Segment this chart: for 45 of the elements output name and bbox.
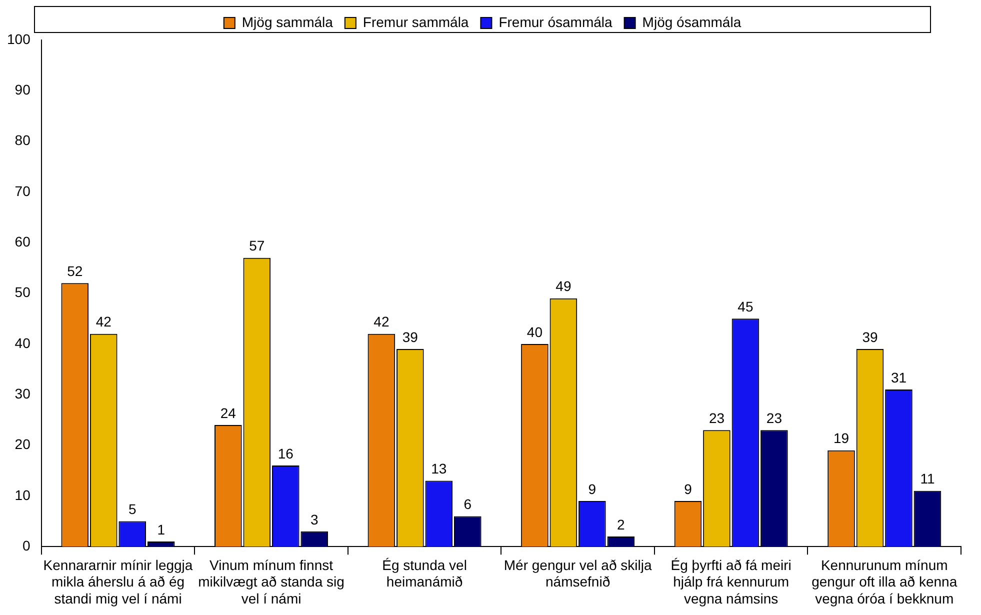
data-label: 40 <box>526 324 543 340</box>
data-label: 39 <box>862 328 878 345</box>
y-tick-label: 80 <box>14 132 31 148</box>
legend-label: Mjög sammála <box>242 14 334 30</box>
y-tick-label: 60 <box>14 234 31 250</box>
data-label: 16 <box>278 445 294 462</box>
y-tick-label: 20 <box>14 436 31 452</box>
y-tick-label: 70 <box>14 182 31 199</box>
legend-label: Fremur sammála <box>362 14 469 30</box>
data-label: 39 <box>402 328 418 345</box>
x-tick-label: Kennurunum mínum gengur oft illa að kenna vegna óróa í bekknum <box>812 556 958 606</box>
data-label: 11 <box>920 470 935 487</box>
data-label: 3 <box>310 511 318 528</box>
data-label: 57 <box>249 238 265 254</box>
y-tick-label: 0 <box>22 537 31 554</box>
data-label: 19 <box>833 430 850 446</box>
data-label: 9 <box>684 480 692 497</box>
data-label: 52 <box>67 263 83 280</box>
y-tick-label: 90 <box>14 82 31 98</box>
data-label: 42 <box>96 314 112 330</box>
y-tick-label: 40 <box>14 334 31 351</box>
data-label: 49 <box>556 278 572 294</box>
data-label: 23 <box>766 410 782 426</box>
data-label: 45 <box>738 298 754 314</box>
data-label: 31 <box>890 369 907 386</box>
data-label: 23 <box>708 410 725 426</box>
y-tick-label: 30 <box>14 385 31 402</box>
data-label: 9 <box>588 480 596 497</box>
data-label: 24 <box>220 404 236 421</box>
x-tick-label: Ég stunda vel heimanámið <box>382 556 467 590</box>
x-tick-label: Vinum mínum finnst mikilvægt að standa sig vel í námi <box>198 556 344 606</box>
y-tick-label: 50 <box>14 284 31 300</box>
data-label: 42 <box>374 314 390 330</box>
data-label: 5 <box>128 501 136 518</box>
x-tick-label: Kennararnir mínir leggja mikla áherslu á að ég standi mig vel í námi <box>43 556 193 606</box>
legend-label: Mjög ósammála <box>642 14 742 30</box>
data-label: 2 <box>617 516 626 532</box>
data-label: 13 <box>431 460 447 477</box>
y-tick-label: 100 <box>7 30 31 47</box>
x-tick-label: Mér gengur vel að skilja námsefnið <box>504 556 652 590</box>
legend-label: Fremur ósammála <box>498 14 613 30</box>
x-tick-label: Ég þyrfti að fá meiri hjálp frá kennurum vegna námsins <box>670 556 792 606</box>
data-label: 1 <box>157 521 166 538</box>
data-label: 6 <box>464 496 472 512</box>
y-tick-label: 10 <box>14 486 31 503</box>
